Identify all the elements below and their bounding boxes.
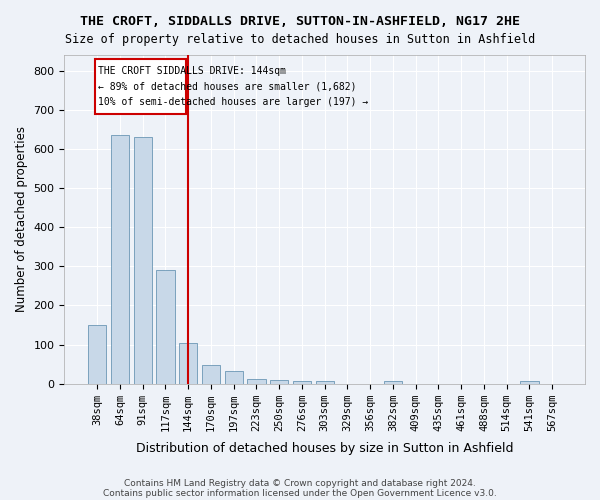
Y-axis label: Number of detached properties: Number of detached properties (15, 126, 28, 312)
Bar (520, 380, 539, 384)
Bar (202, 366, 220, 384)
X-axis label: Distribution of detached houses by size in Sutton in Ashfield: Distribution of detached houses by size … (136, 442, 514, 455)
Bar (247, 379, 266, 384)
Text: Contains HM Land Registry data © Crown copyright and database right 2024.: Contains HM Land Registry data © Crown c… (124, 478, 476, 488)
Text: THE CROFT, SIDDALLS DRIVE, SUTTON-IN-ASHFIELD, NG17 2HE: THE CROFT, SIDDALLS DRIVE, SUTTON-IN-ASH… (80, 15, 520, 28)
Text: ← 89% of detached houses are smaller (1,682): ← 89% of detached houses are smaller (1,… (98, 82, 357, 92)
Bar (111, 135, 129, 384)
Text: Contains public sector information licensed under the Open Government Licence v3: Contains public sector information licen… (103, 488, 497, 498)
Text: THE CROFT SIDDALLS DRIVE: 144sqm: THE CROFT SIDDALLS DRIVE: 144sqm (98, 66, 286, 76)
Bar (179, 342, 197, 384)
Bar (88, 325, 106, 384)
Text: Size of property relative to detached houses in Sutton in Ashfield: Size of property relative to detached ho… (65, 32, 535, 46)
Bar (293, 380, 311, 384)
Bar (224, 371, 243, 384)
Bar (270, 380, 288, 384)
Bar (134, 137, 152, 384)
Bar (384, 380, 402, 384)
Bar (157, 270, 175, 384)
Bar (316, 382, 334, 384)
FancyBboxPatch shape (95, 59, 186, 114)
Text: 10% of semi-detached houses are larger (197) →: 10% of semi-detached houses are larger (… (98, 96, 368, 106)
